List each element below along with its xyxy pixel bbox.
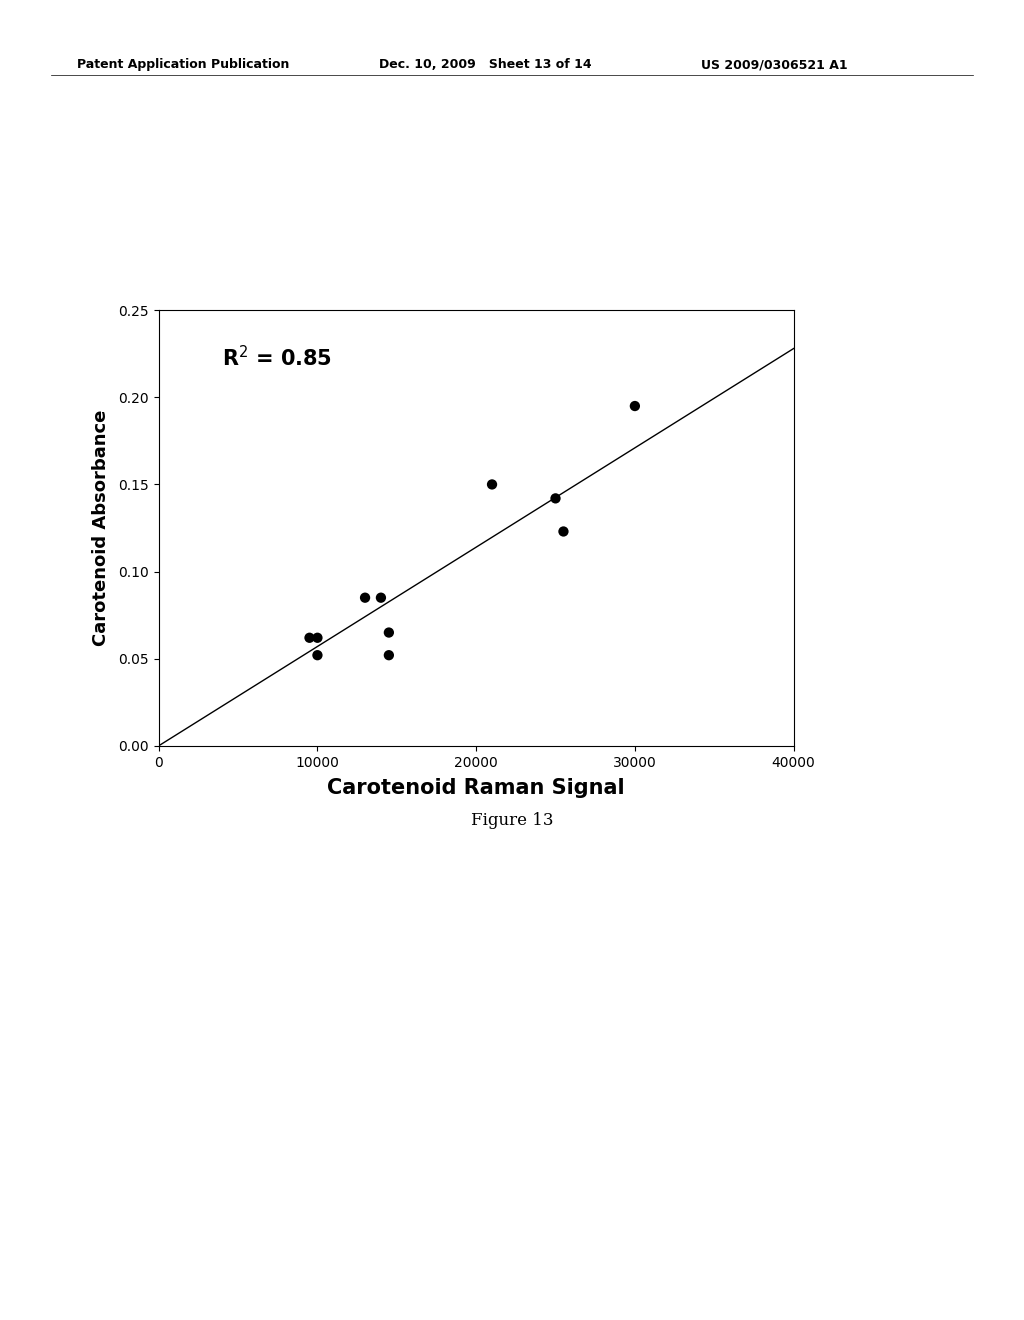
Text: Figure 13: Figure 13 xyxy=(471,812,553,829)
Text: R$^2$ = 0.85: R$^2$ = 0.85 xyxy=(222,345,332,370)
Text: Dec. 10, 2009   Sheet 13 of 14: Dec. 10, 2009 Sheet 13 of 14 xyxy=(379,58,592,71)
Text: Patent Application Publication: Patent Application Publication xyxy=(77,58,289,71)
Point xyxy=(381,622,397,643)
Point xyxy=(309,644,326,665)
Point xyxy=(547,488,563,510)
Point xyxy=(381,644,397,665)
Text: US 2009/0306521 A1: US 2009/0306521 A1 xyxy=(701,58,848,71)
Point xyxy=(484,474,501,495)
Point xyxy=(373,587,389,609)
Point xyxy=(555,521,571,543)
Point xyxy=(301,627,317,648)
Point xyxy=(309,627,326,648)
Point xyxy=(627,396,643,417)
Y-axis label: Carotenoid Absorbance: Carotenoid Absorbance xyxy=(92,409,110,647)
X-axis label: Carotenoid Raman Signal: Carotenoid Raman Signal xyxy=(328,777,625,797)
Point xyxy=(357,587,374,609)
